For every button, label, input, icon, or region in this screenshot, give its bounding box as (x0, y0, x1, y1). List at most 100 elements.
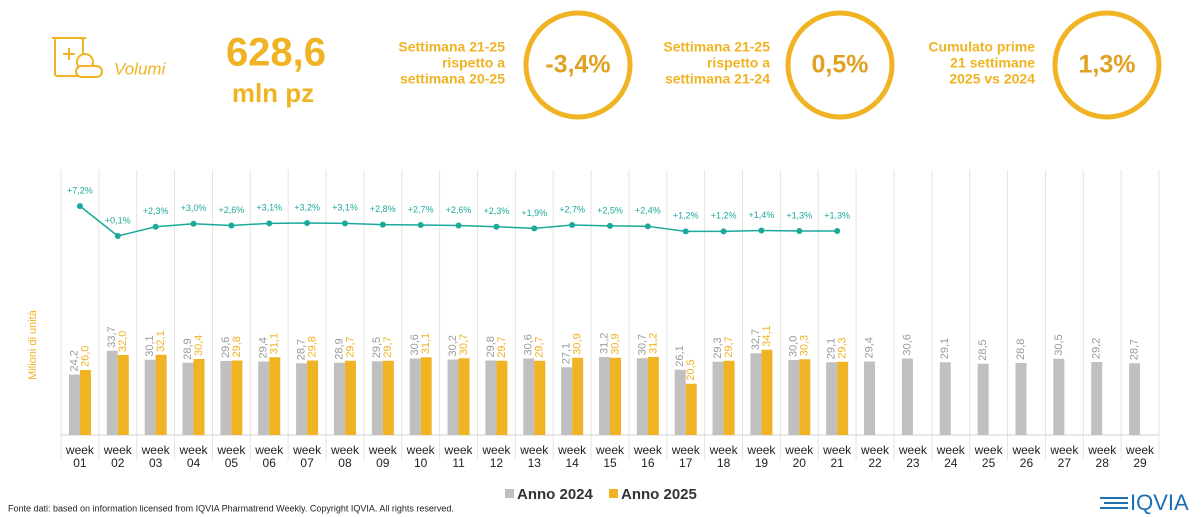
line-point (379, 221, 386, 228)
data-label: 26,1 (674, 345, 686, 366)
x-tick-label: week 10 (406, 443, 435, 470)
data-label: 30,9 (609, 333, 621, 354)
kpi-label: Cumulato prime (928, 39, 1035, 55)
x-tick-label: week 21 (823, 443, 852, 470)
bar (864, 361, 876, 435)
data-label: 30,1 (144, 335, 156, 356)
bar (231, 360, 243, 435)
line-point (644, 223, 651, 230)
line-point (493, 223, 500, 230)
data-label: 31,2 (647, 333, 659, 354)
kpi-label: rispetto a (707, 55, 770, 71)
data-label: 31,1 (420, 333, 432, 354)
x-tick-label: week 12 (482, 443, 511, 470)
bar (636, 358, 648, 435)
data-label: 29,7 (382, 336, 394, 357)
bar (799, 359, 811, 435)
data-label: 30,2 (447, 335, 459, 356)
x-tick-label: week 23 (898, 443, 927, 470)
data-label: 32,0 (117, 331, 129, 352)
line-point (531, 225, 538, 232)
bar (534, 360, 546, 435)
bar (333, 362, 345, 435)
line-point (228, 222, 235, 229)
kpi-value: 1,3% (1079, 51, 1136, 79)
data-label: 29,8 (485, 336, 497, 357)
bar (371, 361, 383, 435)
data-label: 26,0 (79, 346, 91, 367)
data-label: 28,9 (333, 338, 345, 359)
data-label: +3,2% (294, 202, 320, 212)
legend-swatch (505, 489, 514, 498)
data-label: +1,2% (711, 211, 737, 221)
bar (144, 359, 156, 435)
bar (837, 361, 849, 435)
legend-swatch (609, 489, 618, 498)
bar (1091, 362, 1103, 435)
bar (647, 357, 659, 435)
data-label: 30,7 (636, 334, 648, 355)
bar (485, 360, 497, 435)
data-label: 28,5 (977, 339, 989, 360)
line-point (304, 219, 311, 226)
bar (220, 361, 232, 435)
data-label: 29,1 (826, 338, 838, 359)
data-label: 28,7 (1128, 339, 1140, 360)
data-label: 29,4 (258, 337, 270, 358)
bar (296, 363, 308, 435)
x-tick-label: week 09 (368, 443, 397, 470)
x-tick-label: week 28 (1088, 443, 1117, 470)
bar (409, 358, 421, 435)
line-point (720, 228, 727, 235)
data-label: +2,6% (446, 205, 472, 215)
data-label: +0,1% (105, 215, 131, 225)
bar (382, 360, 394, 435)
x-tick-label: week 02 (103, 443, 132, 470)
total-unit: mln pz (232, 78, 314, 108)
data-label: +2,8% (370, 204, 396, 214)
kpi-value: -3,4% (545, 51, 610, 79)
data-label: +2,7% (408, 204, 434, 214)
data-label: 28,9 (182, 338, 194, 359)
data-label: 29,3 (837, 337, 849, 358)
bar (193, 359, 205, 435)
line-point (114, 233, 121, 239)
kpi-label: Settimana 21-25 (398, 39, 505, 55)
data-label: 30,4 (193, 335, 205, 356)
line-point (607, 222, 613, 229)
x-tick-label: week 25 (974, 443, 1003, 470)
x-tick-label: week 18 (709, 443, 738, 470)
data-label: 29,8 (231, 336, 243, 357)
data-label: +1,9% (521, 208, 547, 218)
x-tick-label: week 15 (595, 443, 624, 470)
bar (674, 369, 686, 435)
data-label: +3,0% (181, 203, 207, 213)
line-point (417, 222, 424, 229)
data-label: 28,8 (1015, 339, 1027, 360)
bar (1015, 363, 1027, 435)
bar (939, 362, 951, 435)
x-tick-label: week 13 (520, 443, 549, 470)
x-tick-label: week 07 (293, 443, 322, 470)
data-label: 30,3 (799, 335, 811, 356)
bar (79, 370, 91, 435)
x-tick-label: week 05 (217, 443, 246, 470)
data-label: +2,6% (218, 205, 244, 215)
x-tick-label: week 06 (255, 443, 284, 470)
x-tick-label: week 22 (861, 443, 890, 470)
bar (496, 360, 508, 435)
bar (901, 358, 913, 435)
bar (712, 361, 724, 435)
data-label: +7,2% (67, 185, 93, 195)
data-label: +3,1% (332, 203, 358, 213)
kpi-label: 2025 vs 2024 (949, 71, 1035, 87)
data-label: 30,0 (788, 336, 800, 357)
line-point (341, 220, 348, 227)
data-label: +2,3% (143, 206, 169, 216)
data-label: 30,6 (901, 334, 913, 355)
line-point (190, 220, 197, 227)
bar (447, 359, 459, 435)
data-label: 28,7 (296, 339, 308, 360)
bar (561, 367, 573, 435)
data-label: 20,5 (685, 359, 697, 380)
